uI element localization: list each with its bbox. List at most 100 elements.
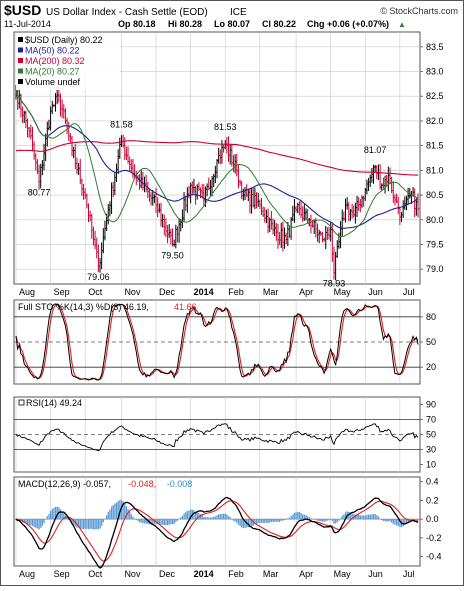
price-xlabel-10: Jun [368, 287, 383, 297]
macd-hist-bar-181 [313, 519, 315, 520]
macd-hist-bar-57 [109, 509, 111, 520]
price-xlabel-2: Oct [88, 287, 103, 297]
macd-hist-bar-162 [282, 519, 284, 521]
macd-hist-bar-99 [178, 518, 180, 520]
price-legend-swatch-2 [18, 58, 23, 63]
close-value: Cl 80.22 [262, 19, 296, 29]
macd-hist-bar-87 [158, 519, 161, 525]
macd-hist-bar-230 [394, 519, 396, 525]
macd-hist-bar-220 [377, 516, 380, 520]
price-ytick-label-5: 81.5 [426, 141, 444, 151]
macd-hist-bar-75 [138, 519, 141, 523]
macd-hist-bar-86 [157, 519, 159, 525]
macd-ytick-label-4: 0.4 [426, 477, 439, 487]
symbol-title: $USD [4, 2, 41, 18]
macd-hist-bar-7 [26, 519, 29, 525]
macd-hist-bar-217 [372, 514, 375, 520]
macd-hist-bar-152 [265, 519, 268, 523]
macd-hist-bar-31 [66, 517, 68, 520]
macd-hist-bar-89 [162, 519, 164, 525]
macd-hist-bar-244 [417, 519, 419, 521]
macd-hist-bar-203 [349, 512, 352, 520]
price-ytick-label-8: 83.0 [426, 67, 444, 77]
price-xlabel-4: Dec [159, 287, 176, 297]
macd-hist-bar-72 [134, 518, 136, 520]
macd-hist-bar-195 [336, 519, 338, 523]
macd-hist-bar-211 [363, 515, 365, 520]
macd-hist-bar-237 [405, 519, 408, 524]
macd-hist-bar-69 [129, 511, 131, 520]
price-legend-swatch-1 [18, 47, 23, 53]
macd-hist-bar-139 [244, 519, 246, 528]
price-annotation-4: 81.53 [214, 122, 237, 132]
price-legend-4: Volume undef [25, 77, 81, 87]
macd-hist-bar-222 [381, 519, 383, 521]
macd-hist-bar-71 [132, 516, 134, 520]
macd-hist-bar-65 [122, 501, 124, 520]
macd-xlabel-3: Nov [124, 569, 141, 579]
macd-hist-bar-235 [402, 519, 404, 527]
price-xlabel-5: 2014 [194, 287, 214, 297]
macd-hist-bar-157 [274, 519, 276, 522]
macd-hist-bar-132 [232, 519, 235, 521]
macd-hist-bar-126 [222, 513, 225, 520]
macd-hist-bar-185 [320, 519, 322, 522]
macd-hist-bar-170 [295, 512, 297, 520]
macd-hist-bar-184 [318, 519, 320, 522]
macd-hist-bar-223 [382, 519, 385, 522]
macd-ytick-label-0: -0.4 [426, 552, 442, 562]
macd-hist-bar-100 [180, 517, 182, 520]
price-annotation-3: 79.50 [161, 250, 184, 260]
macd-hist-bar-62 [117, 501, 119, 520]
macd-hist-bar-64 [120, 499, 123, 520]
macd-hist-bar-123 [218, 514, 220, 520]
macd-hist-bar-164 [285, 519, 287, 520]
macd-hist-bar-119 [211, 517, 213, 520]
macd-hist-bar-49 [96, 519, 98, 530]
macd-hist-bar-102 [183, 513, 185, 520]
macd-hist-bar-63 [119, 500, 121, 520]
macd-xlabel-2: Oct [88, 569, 103, 579]
macd-hist-bar-19 [46, 516, 49, 520]
macd-hist-bar-168 [292, 514, 294, 520]
macd-hist-bar-232 [397, 519, 399, 527]
macd-hist-bar-50 [97, 519, 100, 530]
macd-hist-bar-142 [249, 519, 251, 528]
price-ytick-label-2: 80.0 [426, 215, 444, 225]
macd-hist-bar-138 [242, 519, 245, 529]
macd-hist-bar-125 [221, 513, 223, 520]
macd-hist-bar-193 [333, 519, 335, 524]
macd-hist-bar-161 [280, 519, 282, 521]
macd-hist-bar-171 [297, 511, 299, 520]
high-value: Hi 80.28 [168, 19, 202, 29]
macd-hist-bar-66 [124, 503, 126, 520]
macd-hist-bar-67 [125, 506, 128, 520]
rsi-ytick-label-0: 10 [426, 460, 436, 470]
macd-hist-bar-136 [239, 519, 241, 526]
ma200-line [15, 140, 419, 176]
macd-hist-bar-77 [142, 519, 144, 524]
macd-hist-bar-21 [49, 510, 52, 520]
macd-hist-bar-59 [112, 505, 114, 520]
macd-hist-bar-54 [104, 518, 106, 520]
macd-xlabel-7: Mar [263, 569, 279, 579]
macd-hist-bar-68 [127, 509, 129, 520]
macd-hist-bar-192 [331, 519, 334, 522]
price-ytick-label-4: 81.0 [426, 165, 444, 175]
sto-ytick-label-1: 50 [426, 337, 436, 347]
macd-legend-1: -0.048, [128, 479, 156, 489]
macd-hist-bar-94 [170, 519, 172, 525]
watermark: © StockCharts.com [380, 6, 458, 16]
macd-hist-bar-225 [386, 519, 388, 522]
macd-hist-bar-221 [379, 518, 381, 520]
price-xlabel-11: Jul [403, 287, 415, 297]
macd-hist-bar-151 [264, 519, 266, 524]
macd-signal-line [15, 500, 419, 562]
macd-xlabel-10: Jun [368, 569, 383, 579]
price-legend-swatch-4 [18, 79, 23, 84]
price-legend-box [16, 34, 120, 90]
macd-hist-bar-180 [311, 519, 314, 520]
macd-hist-bar-153 [267, 519, 269, 524]
macd-xlabel-5: 2014 [194, 569, 214, 579]
macd-hist-bar-214 [367, 514, 370, 520]
